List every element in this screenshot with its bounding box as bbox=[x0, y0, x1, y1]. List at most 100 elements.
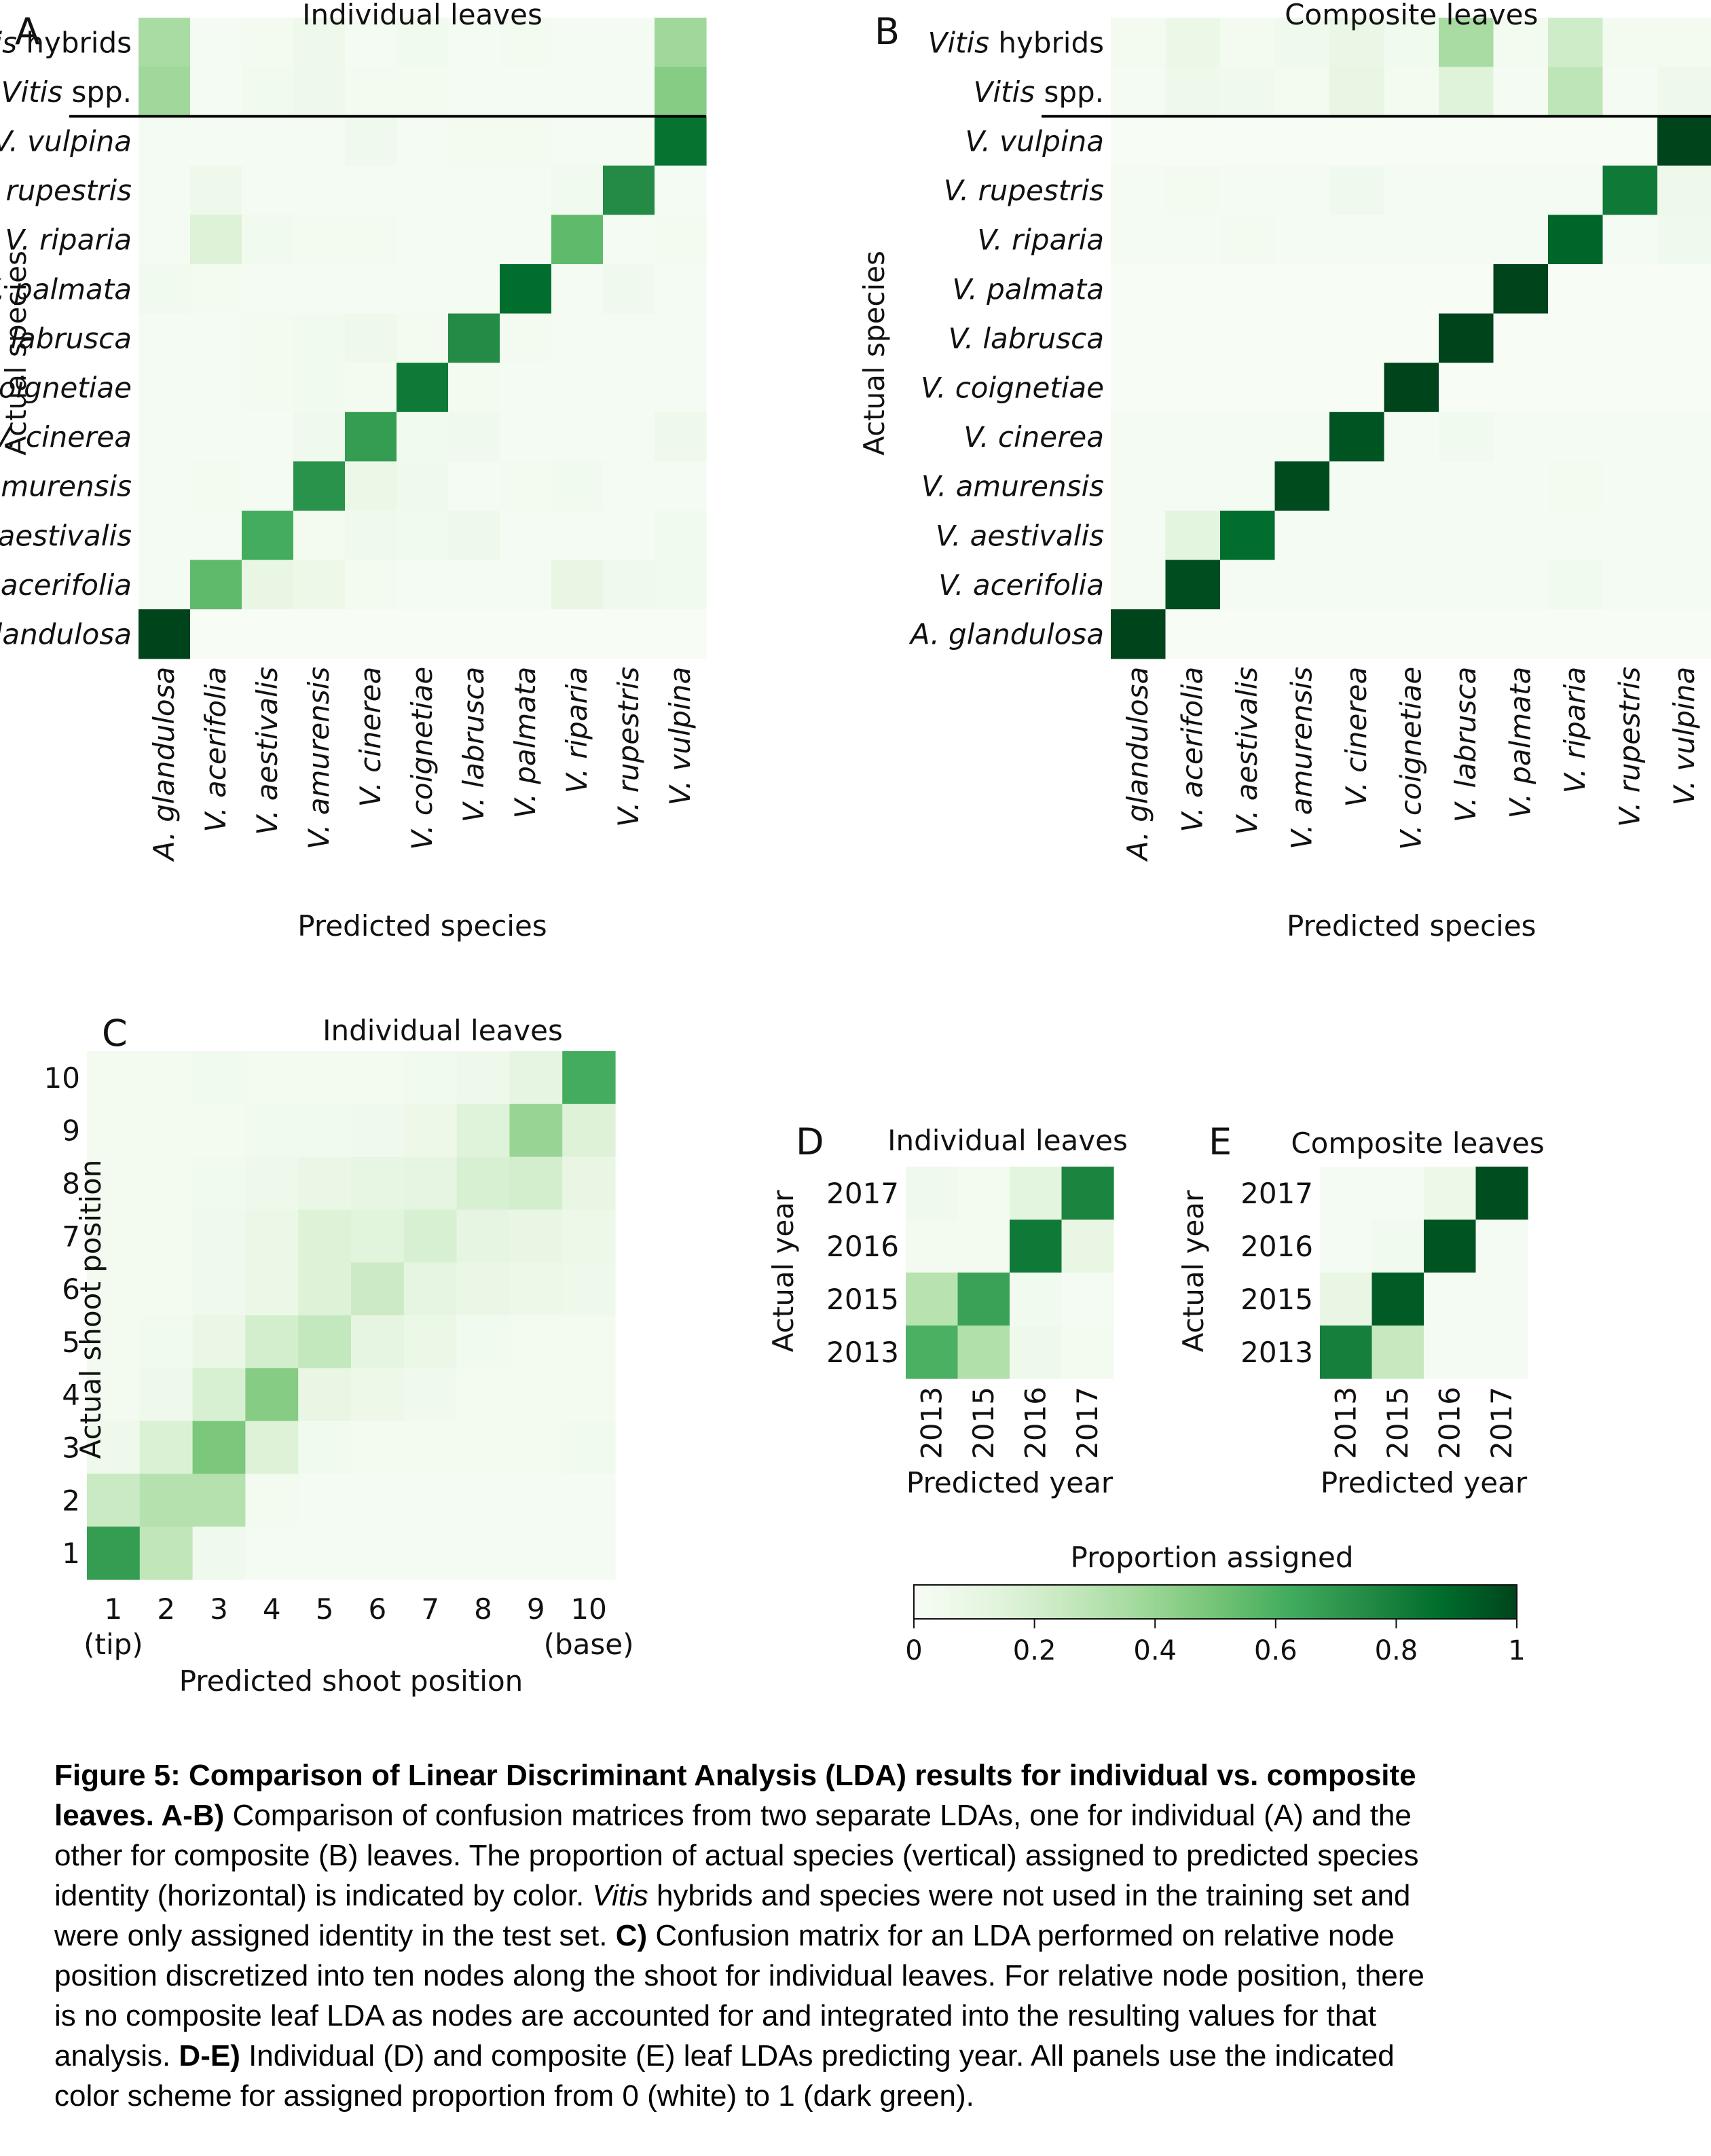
cell-c-r3-c2 bbox=[192, 1209, 246, 1263]
cell-a-r11-c9 bbox=[603, 560, 655, 610]
cell-c-r1-c7 bbox=[456, 1103, 510, 1158]
cell-a-r1-c10 bbox=[655, 67, 707, 117]
cell-c-r0-c4 bbox=[298, 1051, 352, 1105]
cell-b-r6-c0 bbox=[1111, 313, 1166, 363]
y-tick-label-a-v-rupestris: V. rupestris bbox=[0, 174, 132, 207]
cell-c-r8-c8 bbox=[509, 1474, 563, 1527]
cell-a-r5-c9 bbox=[603, 264, 655, 314]
x-tick-label-b-v-palmata: V. palmata bbox=[1504, 667, 1537, 819]
cell-a-r3-c9 bbox=[603, 165, 655, 215]
cell-b-r7-c9 bbox=[1602, 363, 1658, 413]
cell-a-r4-c0 bbox=[139, 215, 191, 265]
cell-a-r1-c5 bbox=[397, 67, 449, 117]
y-tick-label-e-2017: 2017 bbox=[1240, 1177, 1313, 1210]
cell-b-r8-c3 bbox=[1274, 412, 1330, 462]
cell-b-r1-c10 bbox=[1657, 67, 1711, 117]
cell-e-r0-c0 bbox=[1320, 1167, 1373, 1220]
cell-a-r12-c5 bbox=[397, 609, 449, 659]
y-tick-label-d-2015: 2015 bbox=[826, 1283, 899, 1316]
caption-line: color scheme for assigned proportion fro… bbox=[54, 2076, 1670, 2116]
cell-a-r8-c3 bbox=[293, 412, 346, 462]
cell-b-r0-c1 bbox=[1165, 18, 1221, 68]
cell-b-r8-c0 bbox=[1111, 412, 1166, 462]
x-tick-label-b-a-glandulosa: A. glandulosa bbox=[1121, 667, 1154, 862]
y-tick-label-e-2015: 2015 bbox=[1240, 1283, 1313, 1316]
panel-letter-e: E bbox=[1209, 1120, 1232, 1163]
cell-b-r7-c6 bbox=[1439, 363, 1494, 413]
cell-a-r10-c9 bbox=[603, 511, 655, 561]
panel-title-a: Individual leaves bbox=[302, 0, 542, 31]
cell-b-r0-c0 bbox=[1111, 18, 1166, 68]
cell-b-r5-c5 bbox=[1384, 264, 1439, 314]
cell-b-r2-c10 bbox=[1657, 116, 1711, 166]
cell-a-r1-c6 bbox=[448, 67, 500, 117]
y-tick-label-b-a-glandulosa: A. glandulosa bbox=[908, 618, 1104, 651]
cell-c-r3-c5 bbox=[351, 1209, 405, 1263]
cell-b-r5-c6 bbox=[1439, 264, 1494, 314]
x-tick-label-a-v-rupestris: V. rupestris bbox=[612, 667, 645, 827]
cell-c-r5-c7 bbox=[456, 1315, 510, 1369]
cell-b-r5-c4 bbox=[1329, 264, 1385, 314]
cell-c-r3-c4 bbox=[298, 1209, 352, 1263]
x-tick-label-c-2: 2 bbox=[157, 1592, 175, 1626]
cell-a-r3-c10 bbox=[655, 165, 707, 215]
cell-a-r10-c5 bbox=[397, 511, 449, 561]
cell-b-r2-c1 bbox=[1165, 116, 1221, 166]
cell-b-r1-c3 bbox=[1274, 67, 1330, 117]
cell-e-r1-c0 bbox=[1320, 1220, 1373, 1273]
y-tick-label-b-v-labrusca: V. labrusca bbox=[949, 322, 1104, 355]
cell-c-r3-c6 bbox=[403, 1209, 458, 1263]
cell-c-r0-c1 bbox=[139, 1051, 194, 1105]
y-tick-label-b-v-coignetiae: V. coignetiae bbox=[921, 371, 1104, 405]
cell-b-r3-c10 bbox=[1657, 165, 1711, 215]
cell-b-r8-c5 bbox=[1384, 412, 1439, 462]
cell-c-r8-c1 bbox=[139, 1474, 194, 1527]
cell-b-r3-c6 bbox=[1439, 165, 1494, 215]
cell-b-r11-c6 bbox=[1439, 560, 1494, 610]
cell-b-r11-c8 bbox=[1548, 560, 1604, 610]
cell-a-r7-c3 bbox=[293, 363, 346, 413]
cell-a-r11-c7 bbox=[500, 560, 552, 610]
cell-a-r0-c2 bbox=[242, 18, 294, 68]
cell-a-r1-c7 bbox=[500, 67, 552, 117]
cell-a-r6-c9 bbox=[603, 313, 655, 363]
cell-c-r2-c4 bbox=[298, 1156, 352, 1210]
cell-a-r9-c9 bbox=[603, 461, 655, 511]
cell-c-r3-c7 bbox=[456, 1209, 510, 1263]
cell-a-r10-c1 bbox=[190, 511, 242, 561]
cell-b-r5-c8 bbox=[1548, 264, 1604, 314]
cell-a-r10-c6 bbox=[448, 511, 500, 561]
y-tick-label-b-v-acerifolia: V. acerifolia bbox=[938, 568, 1104, 602]
cell-c-r7-c0 bbox=[87, 1421, 141, 1474]
cell-a-r12-c6 bbox=[448, 609, 500, 659]
cell-a-r0-c6 bbox=[448, 18, 500, 68]
cell-c-r6-c0 bbox=[87, 1368, 141, 1422]
cell-d-r1-c1 bbox=[957, 1220, 1010, 1273]
cell-a-r8-c1 bbox=[190, 412, 242, 462]
cell-a-r9-c5 bbox=[397, 461, 449, 511]
cell-c-r8-c0 bbox=[87, 1474, 141, 1527]
caption-line: is no composite leaf LDA as nodes are ac… bbox=[54, 1996, 1670, 2036]
caption-text: Vitis bbox=[592, 1879, 648, 1912]
cell-e-r2-c0 bbox=[1320, 1273, 1373, 1326]
cell-c-r6-c6 bbox=[403, 1368, 458, 1422]
y-tick-label-c-6: 6 bbox=[62, 1273, 80, 1306]
cell-b-r6-c8 bbox=[1548, 313, 1604, 363]
cell-c-r1-c1 bbox=[139, 1103, 194, 1158]
caption-text: D-E) bbox=[179, 2039, 240, 2072]
cell-a-r12-c0 bbox=[139, 609, 191, 659]
cell-b-r11-c0 bbox=[1111, 560, 1166, 610]
cell-b-r5-c3 bbox=[1274, 264, 1330, 314]
cell-b-r0-c8 bbox=[1548, 18, 1604, 68]
x-sublabel-c-base: (base) bbox=[544, 1628, 634, 1661]
cell-a-r3-c8 bbox=[551, 165, 604, 215]
cell-b-r3-c5 bbox=[1384, 165, 1439, 215]
cell-d-r0-c0 bbox=[906, 1167, 959, 1220]
cell-b-r2-c2 bbox=[1220, 116, 1276, 166]
cell-b-r12-c10 bbox=[1657, 609, 1711, 659]
cell-e-r3-c1 bbox=[1372, 1326, 1424, 1379]
cell-a-r2-c9 bbox=[603, 116, 655, 166]
cell-a-r4-c3 bbox=[293, 215, 346, 265]
cell-c-r7-c4 bbox=[298, 1421, 352, 1474]
